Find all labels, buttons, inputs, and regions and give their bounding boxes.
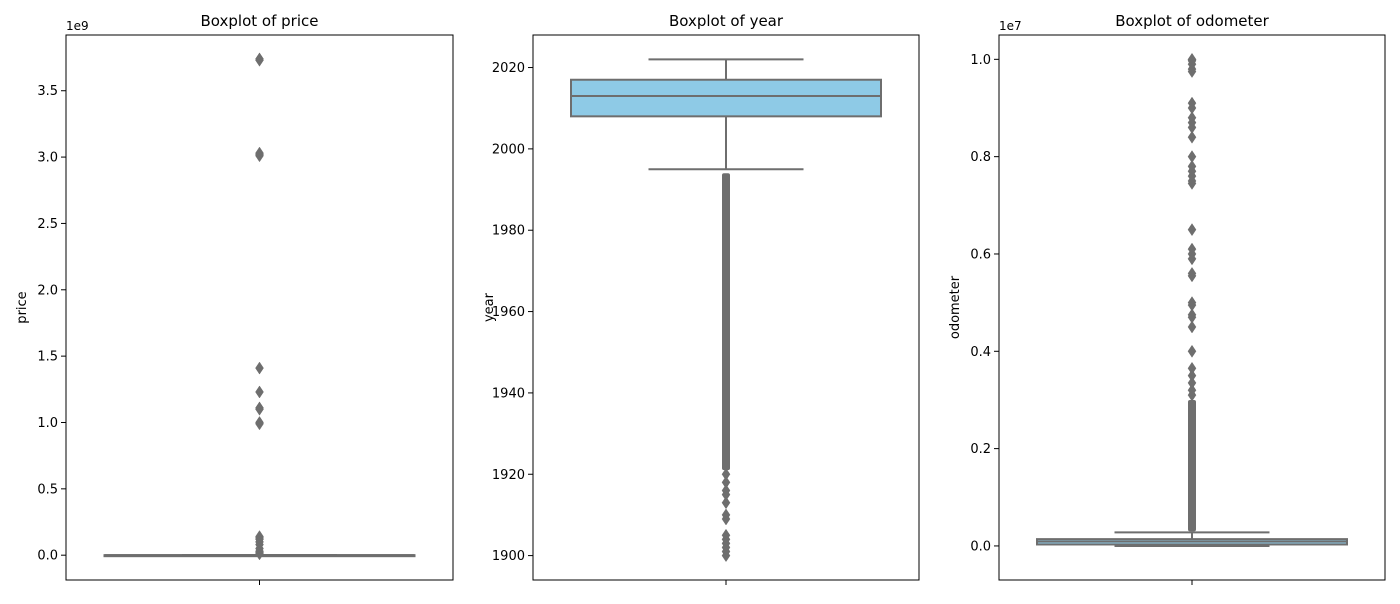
outlier-point [1187, 320, 1197, 334]
outlier-point [255, 417, 264, 431]
y-axis-label: price [15, 291, 30, 323]
outlier-point [1187, 176, 1197, 190]
y-tick-label: 1.5 [37, 350, 58, 365]
outlier-point [255, 361, 264, 375]
outlier-point [721, 484, 731, 497]
outlier-band [722, 173, 730, 471]
offset-label: 1e9 [66, 19, 89, 33]
outlier-point [255, 385, 264, 399]
y-tick-label: 0.4 [970, 345, 991, 360]
outlier-point [1187, 130, 1197, 144]
outlier-band [1188, 399, 1196, 532]
outlier-point [255, 149, 264, 163]
box [570, 78, 882, 118]
y-axis-label: odometer [948, 275, 963, 339]
y-tick-label: 1900 [492, 549, 525, 564]
y-tick-label: 0.2 [970, 442, 991, 457]
y-tick-label: 0.5 [37, 482, 58, 497]
y-tick-label: 1960 [492, 305, 525, 320]
axes-frame [65, 34, 454, 581]
y-tick-label: 1980 [492, 224, 525, 239]
y-tick-label: 0.8 [970, 150, 991, 165]
y-tick-label: 2020 [492, 61, 525, 76]
y-tick-label: 0.6 [970, 247, 991, 262]
outlier-point [1187, 344, 1197, 358]
outlier-point [1187, 252, 1197, 266]
outlier-point [721, 475, 731, 489]
y-tick-label: 1.0 [970, 53, 991, 68]
y-tick-label: 2000 [492, 142, 525, 157]
y-tick-label: 1940 [492, 386, 525, 401]
outlier-point [1187, 65, 1197, 78]
outlier-point [721, 496, 731, 510]
y-tick-label: 0.0 [970, 539, 991, 554]
outlier-point [1187, 223, 1197, 237]
y-tick-label: 3.5 [37, 84, 58, 99]
outlier-point [721, 467, 731, 481]
y-tick-label: 0.0 [37, 549, 58, 564]
chart-title: Boxplot of price [201, 12, 319, 30]
chart-title: Boxplot of year [669, 12, 784, 30]
chart-title: Boxplot of odometer [1115, 12, 1269, 30]
outlier-point [255, 402, 264, 416]
y-tick-label: 2.0 [37, 283, 58, 298]
outlier-point [721, 508, 731, 522]
outlier-point [721, 528, 731, 542]
y-tick-label: 2.5 [37, 217, 58, 232]
offset-label: 1e7 [999, 19, 1022, 33]
outlier-point [1187, 269, 1197, 283]
y-axis-label: year [482, 292, 497, 322]
y-tick-label: 1920 [492, 468, 525, 483]
y-tick-label: 3.0 [37, 151, 58, 166]
outlier-point [1187, 388, 1197, 402]
outlier-point [255, 53, 264, 67]
y-tick-label: 1.0 [37, 416, 58, 431]
